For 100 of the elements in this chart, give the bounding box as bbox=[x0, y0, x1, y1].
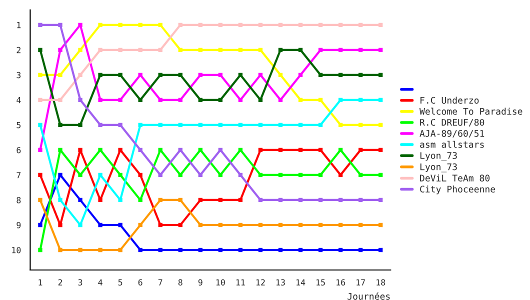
point bbox=[318, 248, 323, 252]
point bbox=[358, 98, 363, 102]
point bbox=[118, 22, 122, 27]
point bbox=[78, 248, 82, 252]
point bbox=[298, 48, 303, 52]
point bbox=[238, 98, 243, 102]
x-tick-label: 3 bbox=[78, 279, 82, 286]
point bbox=[278, 148, 283, 152]
point bbox=[198, 22, 202, 27]
point bbox=[138, 122, 142, 128]
point bbox=[378, 198, 383, 202]
point bbox=[338, 148, 343, 152]
x-tick-label: 2 bbox=[58, 279, 62, 286]
point bbox=[158, 22, 162, 27]
point bbox=[238, 22, 243, 27]
point bbox=[38, 222, 42, 228]
point bbox=[358, 248, 363, 252]
point bbox=[358, 22, 363, 27]
point bbox=[278, 198, 283, 202]
point bbox=[178, 122, 182, 128]
legend-label: AJA-89/60/51 bbox=[420, 130, 484, 138]
point bbox=[278, 122, 283, 128]
point bbox=[178, 22, 182, 27]
point bbox=[318, 22, 323, 27]
point bbox=[318, 198, 323, 202]
point bbox=[318, 122, 323, 128]
point bbox=[58, 172, 62, 178]
point bbox=[378, 48, 383, 52]
point bbox=[98, 222, 102, 228]
point bbox=[138, 98, 142, 102]
legend-label: Lyon_73 bbox=[420, 163, 457, 172]
point bbox=[38, 148, 42, 152]
point bbox=[178, 222, 182, 228]
point bbox=[38, 22, 42, 27]
point bbox=[58, 122, 62, 128]
legend-label: Lyon_73 bbox=[420, 152, 457, 161]
point bbox=[118, 148, 122, 152]
point bbox=[258, 22, 263, 27]
point bbox=[138, 22, 142, 27]
point bbox=[78, 172, 82, 178]
x-tick-label: 17 bbox=[356, 279, 365, 286]
point bbox=[298, 22, 303, 27]
point bbox=[258, 248, 263, 252]
point bbox=[38, 198, 42, 202]
point bbox=[198, 98, 202, 102]
point bbox=[218, 122, 223, 128]
point bbox=[98, 198, 102, 202]
point bbox=[38, 172, 42, 178]
point bbox=[78, 22, 82, 27]
point bbox=[258, 222, 263, 228]
point bbox=[158, 98, 162, 102]
x-tick-label: 11 bbox=[236, 279, 245, 286]
point bbox=[278, 72, 283, 78]
point bbox=[138, 198, 142, 202]
point bbox=[338, 48, 343, 52]
point bbox=[258, 48, 263, 52]
point bbox=[58, 22, 62, 27]
point bbox=[158, 248, 162, 252]
y-tick-label: 6 bbox=[16, 146, 21, 154]
point bbox=[278, 22, 283, 27]
point bbox=[358, 148, 363, 152]
point bbox=[198, 122, 202, 128]
point bbox=[318, 148, 323, 152]
point bbox=[118, 248, 122, 252]
point bbox=[178, 198, 182, 202]
point bbox=[178, 72, 182, 78]
point bbox=[238, 148, 243, 152]
point bbox=[218, 222, 223, 228]
point bbox=[318, 72, 323, 78]
point bbox=[238, 48, 243, 52]
point bbox=[218, 148, 223, 152]
point bbox=[98, 98, 102, 102]
point bbox=[278, 222, 283, 228]
point bbox=[118, 172, 122, 178]
point bbox=[318, 172, 323, 178]
x-tick-label: 13 bbox=[276, 279, 285, 286]
point bbox=[378, 72, 383, 78]
point bbox=[378, 98, 383, 102]
point bbox=[58, 222, 62, 228]
point bbox=[58, 198, 62, 202]
x-tick-label: 12 bbox=[256, 279, 265, 286]
point bbox=[258, 198, 263, 202]
point bbox=[78, 222, 82, 228]
point bbox=[198, 148, 202, 152]
point bbox=[238, 248, 243, 252]
point bbox=[138, 148, 142, 152]
point bbox=[358, 222, 363, 228]
point bbox=[338, 172, 343, 178]
point bbox=[338, 22, 343, 27]
point bbox=[198, 222, 202, 228]
x-tick-label: 5 bbox=[118, 279, 122, 286]
point bbox=[258, 172, 263, 178]
point bbox=[98, 22, 102, 27]
point bbox=[218, 48, 223, 52]
x-tick-label: 10 bbox=[216, 279, 225, 286]
point bbox=[238, 198, 243, 202]
point bbox=[298, 98, 303, 102]
legend-label: DeViL TeAm 80 bbox=[420, 174, 490, 182]
point bbox=[278, 98, 283, 102]
point bbox=[238, 122, 243, 128]
